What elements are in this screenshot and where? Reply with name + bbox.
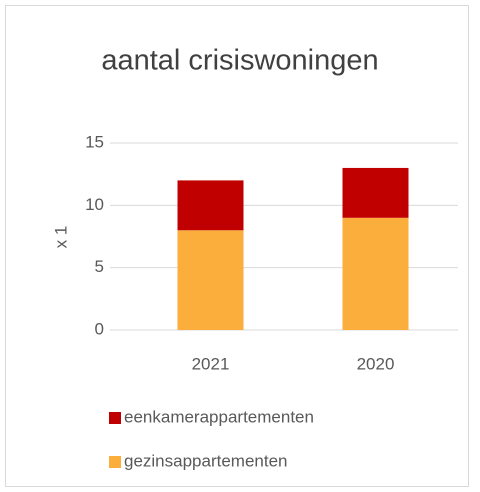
- x-tick-label: 2021: [192, 354, 230, 373]
- chart-title: aantal crisiswoningen: [101, 45, 378, 77]
- y-tick-label: 15: [85, 132, 104, 151]
- y-axis-label: x 1: [51, 226, 70, 249]
- legend-label: gezinsappartementen: [124, 451, 288, 470]
- y-tick-label: 0: [95, 319, 104, 338]
- y-tick-label: 5: [95, 257, 104, 276]
- bar-segment: [342, 217, 409, 330]
- y-tick-label: 10: [85, 195, 104, 214]
- legend-label: eenkamerappartementen: [124, 407, 314, 426]
- legend-swatch: [109, 456, 121, 468]
- bar-segment: [342, 167, 409, 218]
- x-tick-label: 2020: [357, 354, 395, 373]
- legend-swatch: [109, 412, 121, 424]
- bar-segment: [177, 180, 244, 231]
- bar-segment: [177, 230, 244, 330]
